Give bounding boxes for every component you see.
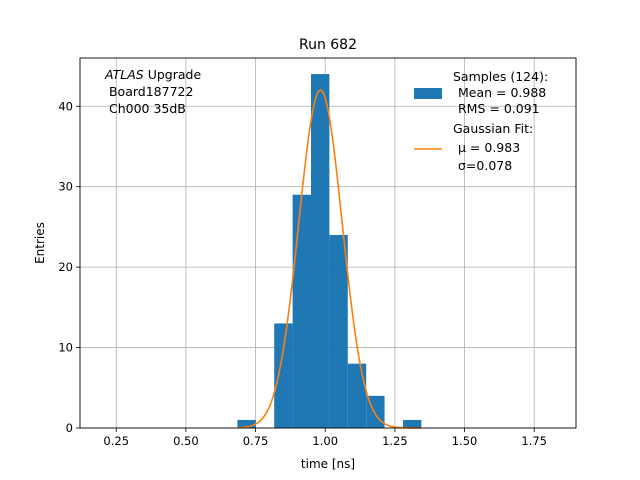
y-axis-label: Entries [33,222,47,264]
x-tick-label: 1.25 [382,434,408,448]
y-tick-label: 40 [58,99,73,113]
legend-fit-mu: μ = 0.983 [458,140,520,155]
y-tick-label: 10 [58,341,73,355]
plot-frame [79,57,577,429]
y-tick-label: 20 [58,260,73,274]
gaussian-fit-line [237,89,422,429]
histogram-bar [237,419,256,428]
y-tick-label: 30 [58,180,73,194]
chart-title: Run 682 [299,37,357,53]
histogram-bar [402,419,422,428]
legend-label-fit: Gaussian Fit: [453,121,533,136]
x-axis-label: time [ns] [301,457,355,471]
legend-stat-rms: RMS = 0.091 [458,101,540,116]
legend-swatch-histogram [414,88,442,99]
annotation-text-block: ATLAS Upgrade Board187722 Ch000 35dB [104,67,201,116]
x-tick-label: 1.00 [312,434,338,448]
x-tick-label: 1.75 [521,434,547,448]
annotation-line-2: Board187722 [105,84,193,99]
legend-fit-sigma: σ=0.078 [458,158,512,173]
legend-label-samples: Samples (124): [453,69,548,84]
histogram-bar [329,234,348,428]
annotation-line-3: Ch000 35dB [105,101,186,116]
legend-stat-mean: Mean = 0.988 [458,85,546,100]
annotation-line-1: ATLAS Upgrade [104,67,201,82]
legend: Samples (124): Mean = 0.988 RMS = 0.091 … [414,69,548,173]
x-tick-label: 0.25 [103,434,129,448]
histogram-bar [311,74,330,428]
histogram-bar [347,363,367,428]
annotation-atlas-word: ATLAS [104,67,144,82]
gaussian-fit [237,89,422,429]
x-tick-label: 0.50 [173,434,199,448]
y-tick-label: 0 [66,421,73,435]
annotation-line-1-rest: Upgrade [144,67,202,82]
x-tick-label: 0.75 [243,434,269,448]
axis-ticks: 0.25 0.50 0.75 1.00 1.25 1.50 1.75 0 10 20 30 40 [58,99,547,448]
x-tick-label: 1.50 [452,434,478,448]
histogram-bar [292,194,312,428]
histogram-bars [237,74,422,428]
histogram-bar [274,323,293,428]
